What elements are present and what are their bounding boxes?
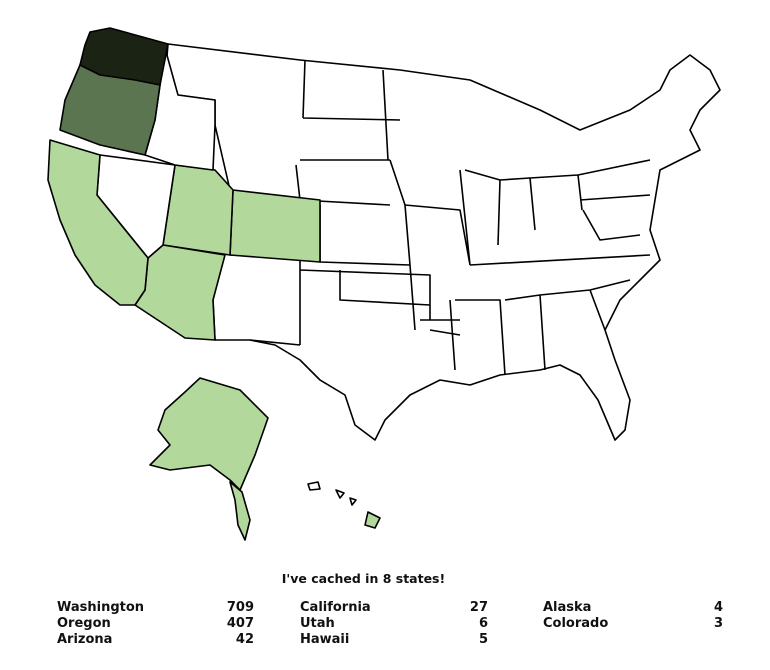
state-name: Hawaii xyxy=(300,632,350,647)
state-alaska-panhandle xyxy=(229,481,251,541)
state-name: Alaska xyxy=(543,600,592,615)
state-count: 709 xyxy=(226,600,254,615)
state-count: 5 xyxy=(478,632,488,647)
state-count: 4 xyxy=(713,600,723,615)
state-other xyxy=(164,43,721,441)
state-alaska xyxy=(149,377,269,491)
state-name: Utah xyxy=(300,616,335,631)
caption-title: I've cached in 8 states! xyxy=(281,571,446,586)
state-oregon xyxy=(59,64,161,156)
state-name: Arizona xyxy=(57,632,113,647)
state-hawaii xyxy=(364,511,381,529)
state-count: 3 xyxy=(713,616,723,631)
state-california xyxy=(47,139,149,306)
state-stat-row: Utah 6 xyxy=(300,616,488,632)
state-stat-row: Arizona 42 xyxy=(57,632,254,648)
state-stat-row: California 27 xyxy=(300,600,488,616)
state-stat-row: Hawaii 5 xyxy=(300,632,488,648)
state-stat-row: Alaska 4 xyxy=(543,600,723,616)
state-name: Washington xyxy=(57,600,145,615)
us-states-map xyxy=(47,27,721,541)
state-stat-row: Washington 709 xyxy=(57,600,254,616)
state-hawaii-islands xyxy=(307,481,357,506)
state-washington xyxy=(79,27,169,86)
state-colorado xyxy=(229,189,321,263)
state-name: Colorado xyxy=(543,616,609,631)
state-count: 27 xyxy=(469,600,488,615)
state-stat-row: Oregon 407 xyxy=(57,616,254,632)
state-count: 42 xyxy=(235,632,254,647)
state-count: 6 xyxy=(478,616,488,631)
state-stat-row: Colorado 3 xyxy=(543,616,723,632)
state-count: 407 xyxy=(226,616,254,631)
state-name: Oregon xyxy=(57,616,111,631)
state-name: California xyxy=(300,600,371,615)
